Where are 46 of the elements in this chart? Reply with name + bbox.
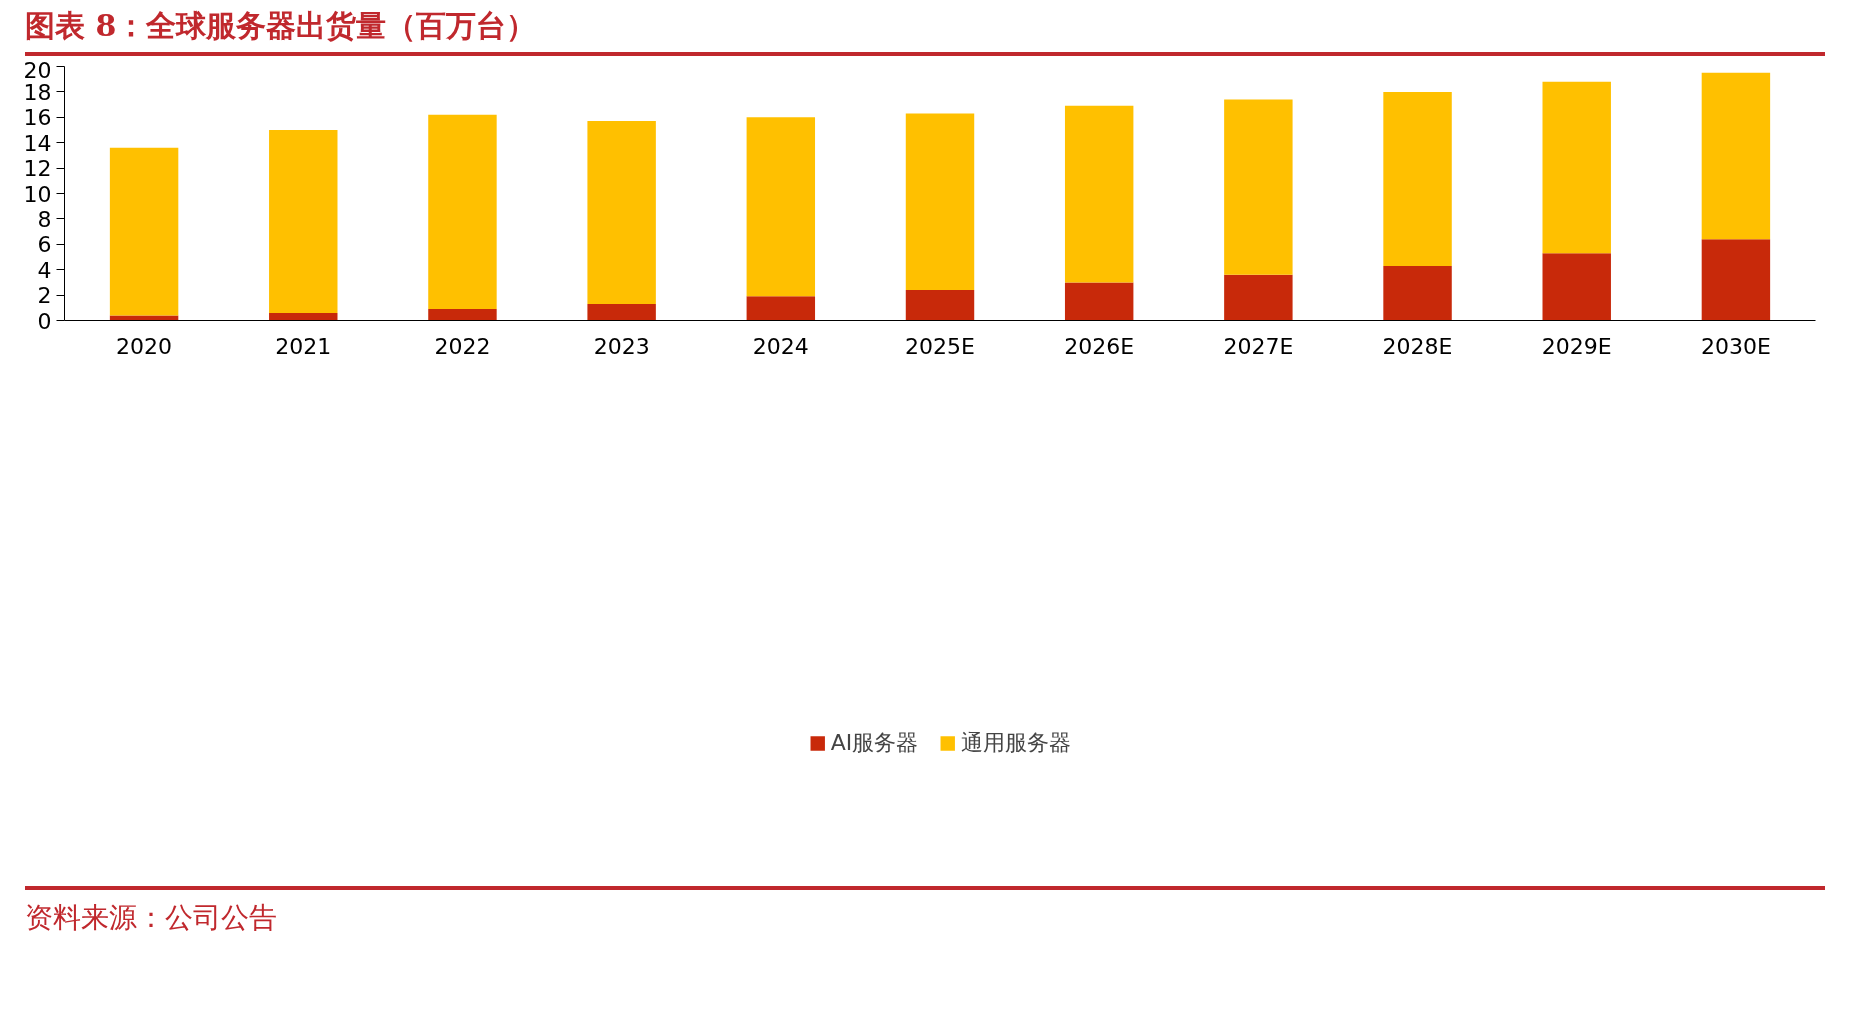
x-tick-label: 2028E (1382, 333, 1453, 359)
bar (587, 120, 656, 304)
x-tick-label: 2025E (905, 333, 975, 359)
bar (1383, 265, 1452, 321)
bar (428, 114, 497, 309)
bar (269, 312, 338, 321)
bar (746, 117, 816, 297)
bar (1701, 72, 1771, 240)
bar (109, 315, 179, 321)
x-tick-label: 2023 (593, 333, 650, 359)
x-tick-label: 2027E (1223, 333, 1294, 359)
bar (905, 289, 975, 321)
bar (1542, 253, 1611, 321)
bar (428, 308, 497, 321)
y-tick-label: 10 (23, 181, 52, 207)
bar (746, 296, 816, 321)
bar (905, 113, 975, 290)
x-tick-label: 2022 (434, 333, 491, 359)
legend-label: AI服务器 (830, 729, 919, 758)
bar (1064, 105, 1134, 283)
text: 资料来源：公司公告 (25, 899, 277, 936)
x-tick-label: 2029E (1541, 333, 1612, 359)
y-tick-label: 8 (37, 206, 52, 232)
bar (269, 129, 338, 313)
bar (1701, 239, 1771, 321)
x-tick-label: 2021 (275, 333, 332, 359)
y-tick-label: 14 (23, 130, 52, 156)
y-tick-label: 0 (37, 308, 52, 334)
y-tick-label: 6 (37, 232, 52, 258)
bar (1383, 91, 1452, 266)
bar (1224, 99, 1293, 275)
legend-label: 通用服务器 (961, 729, 1072, 758)
x-tick-label: 2026E (1064, 333, 1135, 359)
bar (1064, 282, 1134, 321)
y-tick-label: 16 (23, 105, 52, 131)
bar (1224, 274, 1293, 321)
y-tick-label: 2 (37, 282, 52, 308)
x-tick-label: 2024 (752, 333, 809, 359)
y-tick-label: 4 (37, 257, 52, 283)
y-tick-label: 12 (23, 155, 52, 181)
chart-title: 图表 8：全球服务器出货量（百万台） (25, 7, 537, 45)
bar (109, 147, 179, 316)
x-tick-label: 2030E (1700, 333, 1771, 359)
bar (1542, 81, 1611, 254)
x-tick-label: 2020 (116, 333, 173, 359)
bar (587, 303, 656, 321)
